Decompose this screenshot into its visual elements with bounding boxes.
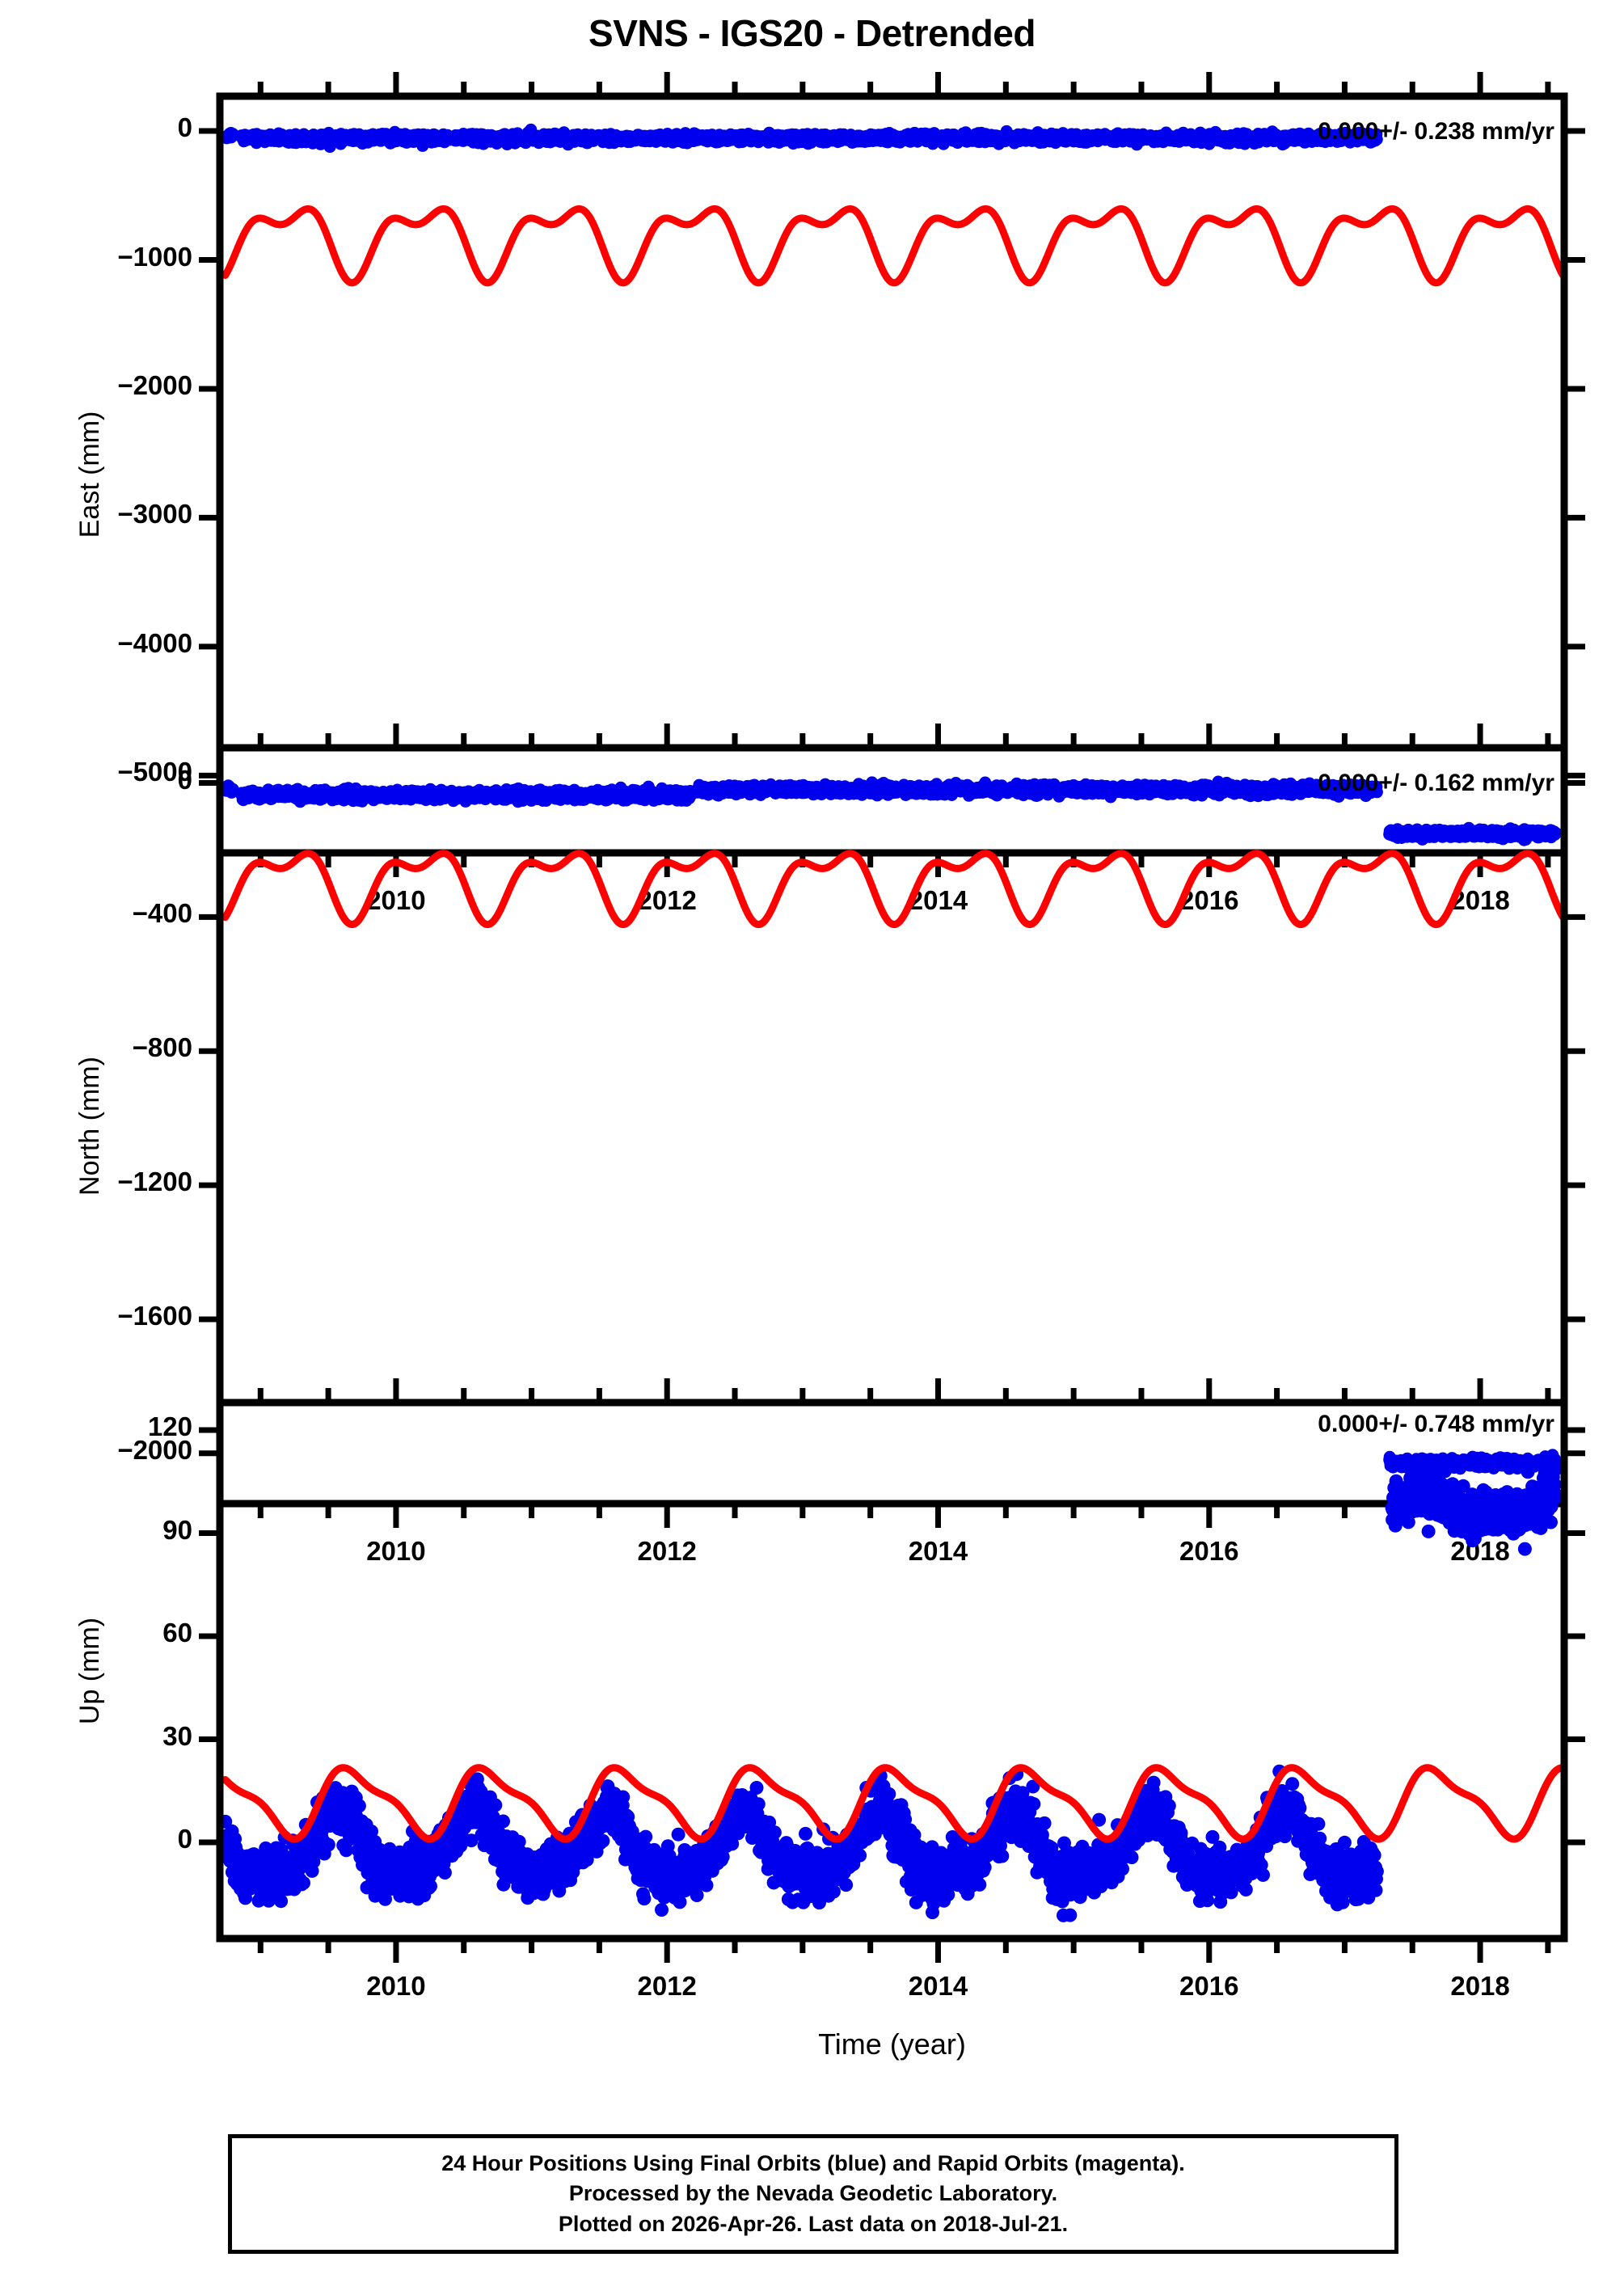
model-curve-north <box>221 850 1564 929</box>
y-tick-label-up-1: 90 <box>162 1514 192 1545</box>
x-tick-label-up-3: 2016 <box>1179 1971 1239 2001</box>
x-tick-label-north-0: 2010 <box>366 1536 426 1566</box>
y-tick-label-north-0: 0 <box>177 764 192 795</box>
plot-frame-east <box>216 92 1568 857</box>
y-tick-label-north-1: −400 <box>132 898 192 929</box>
x-tick-label-up-1: 2012 <box>637 1971 697 2001</box>
rate-annotation-north: 0.000+/- 0.162 mm/yr <box>1318 770 1554 796</box>
caption-line-3: Plotted on 2026-Apr-26. Last data on 201… <box>558 2211 1069 2236</box>
y-tick-label-east-1: −1000 <box>117 241 192 272</box>
plot-frame-north <box>216 744 1568 1508</box>
y-tick-label-up-4: 0 <box>177 1824 192 1854</box>
y-axis-label-up: Up (mm) <box>74 1617 105 1724</box>
caption-box: 24 Hour Positions Using Final Orbits (bl… <box>228 2134 1398 2254</box>
y-tick-label-north-2: −800 <box>132 1032 192 1063</box>
model-curve-up <box>221 1764 1564 1843</box>
plot-frame-up <box>216 1399 1568 1943</box>
caption-line-2: Processed by the Nevada Geodetic Laborat… <box>568 2181 1058 2206</box>
y-tick-label-east-5: −5000 <box>117 757 192 787</box>
x-tick-label-up-0: 2010 <box>366 1971 426 2001</box>
x-tick-label-up-2: 2014 <box>908 1971 968 2001</box>
x-tick-label-north-2: 2014 <box>908 1536 968 1566</box>
y-tick-label-east-3: −3000 <box>117 499 192 530</box>
caption-line-1: 24 Hour Positions Using Final Orbits (bl… <box>441 2151 1185 2176</box>
y-tick-label-east-0: 0 <box>177 112 192 143</box>
x-tick-label-north-1: 2012 <box>637 1536 697 1566</box>
rate-annotation-up: 0.000+/- 0.748 mm/yr <box>1318 1411 1554 1437</box>
page-title: SVNS - IGS20 - Detrended <box>588 12 1036 54</box>
y-tick-label-east-4: −4000 <box>117 627 192 658</box>
y-tick-label-north-5: −2000 <box>117 1434 192 1465</box>
y-tick-label-east-2: −2000 <box>117 369 192 400</box>
y-tick-label-up-3: 30 <box>162 1720 192 1751</box>
y-tick-label-up-0: 120 <box>147 1411 192 1441</box>
rate-annotation-east: 0.000+/- 0.238 mm/yr <box>1318 118 1554 145</box>
y-tick-label-up-2: 60 <box>162 1618 192 1648</box>
y-tick-label-north-3: −1200 <box>117 1167 192 1197</box>
x-tick-label-up-4: 2018 <box>1450 1971 1510 2001</box>
x-axis-label: Time (year) <box>818 2027 966 2061</box>
y-tick-label-north-4: −1600 <box>117 1300 192 1331</box>
model-curve-east <box>221 205 1564 287</box>
x-tick-label-north-3: 2016 <box>1179 1536 1239 1566</box>
